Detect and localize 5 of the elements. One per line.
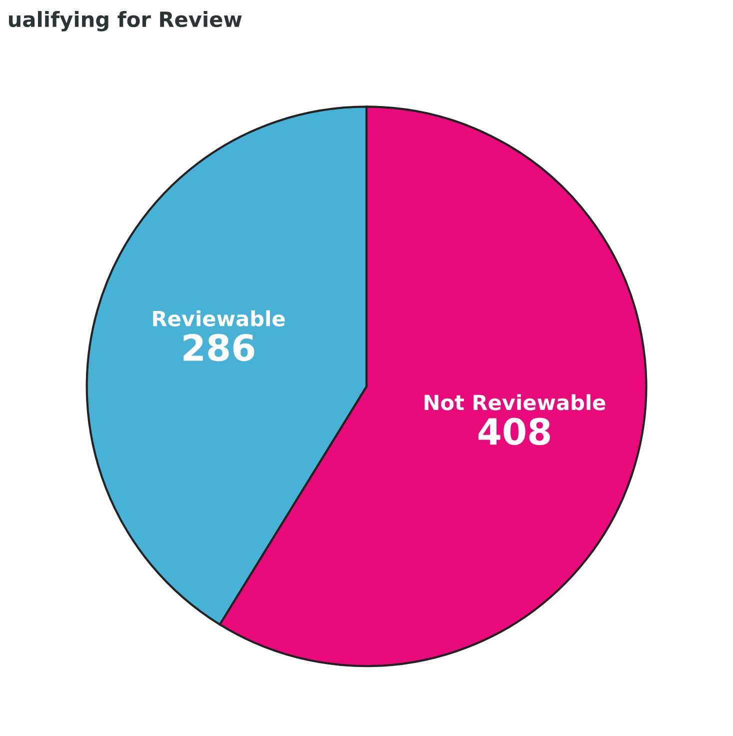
data-label: 408 [478, 418, 550, 446]
data-label: 286 [184, 334, 254, 362]
slice-label: Reviewable [153, 310, 285, 326]
chart-title: ualifying for Review [8, 11, 242, 32]
slice-label: Not Reviewable [424, 394, 606, 410]
